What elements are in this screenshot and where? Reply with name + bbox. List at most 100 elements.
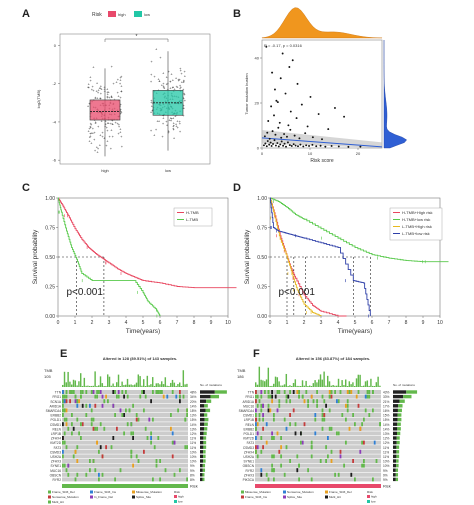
mutation-cell [345,403,347,408]
gene-side-bar [200,422,205,426]
gene-side-bar [396,463,399,468]
gene-label: SYNE1 [51,464,62,468]
gene-side-bar [204,417,209,422]
tmb-bar [168,385,170,387]
gene-side-bar [406,390,418,394]
mutation-cell [363,440,365,445]
tmb-bar [316,382,318,387]
mutation-cell [346,403,349,408]
risk-bar [62,484,188,488]
jitter-point: + [183,91,186,96]
mutation-cell [92,426,95,431]
x-tick-label: 7 [176,320,179,326]
jitter-point: + [166,123,169,128]
tmb-bar [312,383,315,387]
tmb-bar [139,376,141,387]
gene-row-bg [255,394,381,399]
risk-legend-swatch [174,500,177,503]
tmb-bar [164,377,167,387]
y-tick-label: -2 [52,81,56,86]
jitter-point: + [96,145,99,150]
scatter-point [290,145,293,147]
mutation-cell [157,436,160,440]
jitter-point: + [150,79,153,84]
legend-label: Frame_Shift_Del [52,490,75,494]
mutation-cell [346,399,349,404]
gene-side-bar [200,408,206,413]
gene-label: KMT2D [50,441,62,445]
mutation-cell [159,390,161,394]
scatter-point [300,103,303,106]
mutation-cell [298,390,300,394]
mutation-cell [99,445,102,450]
mutation-cell [307,403,309,408]
jitter-point: + [120,107,123,112]
gene-row-bg [62,426,188,431]
jitter-point: + [110,146,113,151]
mutation-cell [285,445,288,450]
tmb-bar [90,385,93,387]
mutation-cell [296,468,299,473]
mutation-cell [94,468,97,473]
gene-percent: 10% [190,450,197,454]
jitter-point: + [172,116,175,121]
jitter-point: + [177,77,180,82]
legend-label-high: high [118,12,126,17]
mutation-cell [330,390,333,394]
scatter-point [297,145,299,148]
tmb-bar [78,381,80,387]
mutation-cell [276,390,279,394]
mutation-cell [74,399,77,404]
tmb-bar [291,385,293,387]
mutation-cell [116,426,118,431]
gene-percent: 18% [190,409,197,413]
x-tick-label: 8 [405,320,408,326]
mutation-cell [325,403,327,408]
scatter-point [306,125,309,128]
scatter-point [265,45,268,48]
gene-percent: 10% [190,460,197,464]
mutation-cell [267,477,270,482]
gene-side-bar [397,427,401,431]
tmb-bar [287,385,289,387]
mutation-cell [255,445,257,450]
tmb-bar [330,385,333,387]
gene-percent: 17% [383,404,390,408]
jitter-point: + [182,103,185,108]
gene-percent: 11% [383,446,389,450]
gene-row-bg [255,440,381,445]
tmb-bar [292,382,295,387]
mutation-cell [143,408,145,413]
mutation-cell [171,390,174,394]
mutation-cell [307,399,309,404]
mutation-cell [80,394,82,399]
jitter-point: + [155,47,158,52]
tmb-bar [332,384,334,387]
mutation-cell [271,390,273,394]
tmb-bar [72,379,75,387]
jitter-point: + [158,78,161,83]
jitter-point: + [119,81,122,86]
gene-side-bar [200,454,204,459]
tmb-bar [318,379,320,387]
gene-side-bar [200,404,205,408]
gene-label: CSMD1 [243,414,254,418]
gene-side-bar [200,427,205,431]
mutation-cell [348,390,351,394]
jitter-point: + [181,80,184,85]
mutation-cell [330,394,333,399]
gene-side-bar [393,408,398,413]
mutation-cell [65,468,68,473]
mutation-cell [164,468,167,473]
tmb-bar [63,371,66,387]
jitter-point: + [111,95,114,100]
jitter-point: + [170,72,173,77]
tmb-bar [101,383,104,387]
mutation-cell [62,394,64,399]
legend-swatch [325,495,328,499]
mutation-cell [71,413,73,417]
jitter-point: + [117,94,120,99]
mutation-cell [143,449,145,454]
gene-percent: 9% [383,473,388,477]
gene-side-bar [399,399,405,403]
